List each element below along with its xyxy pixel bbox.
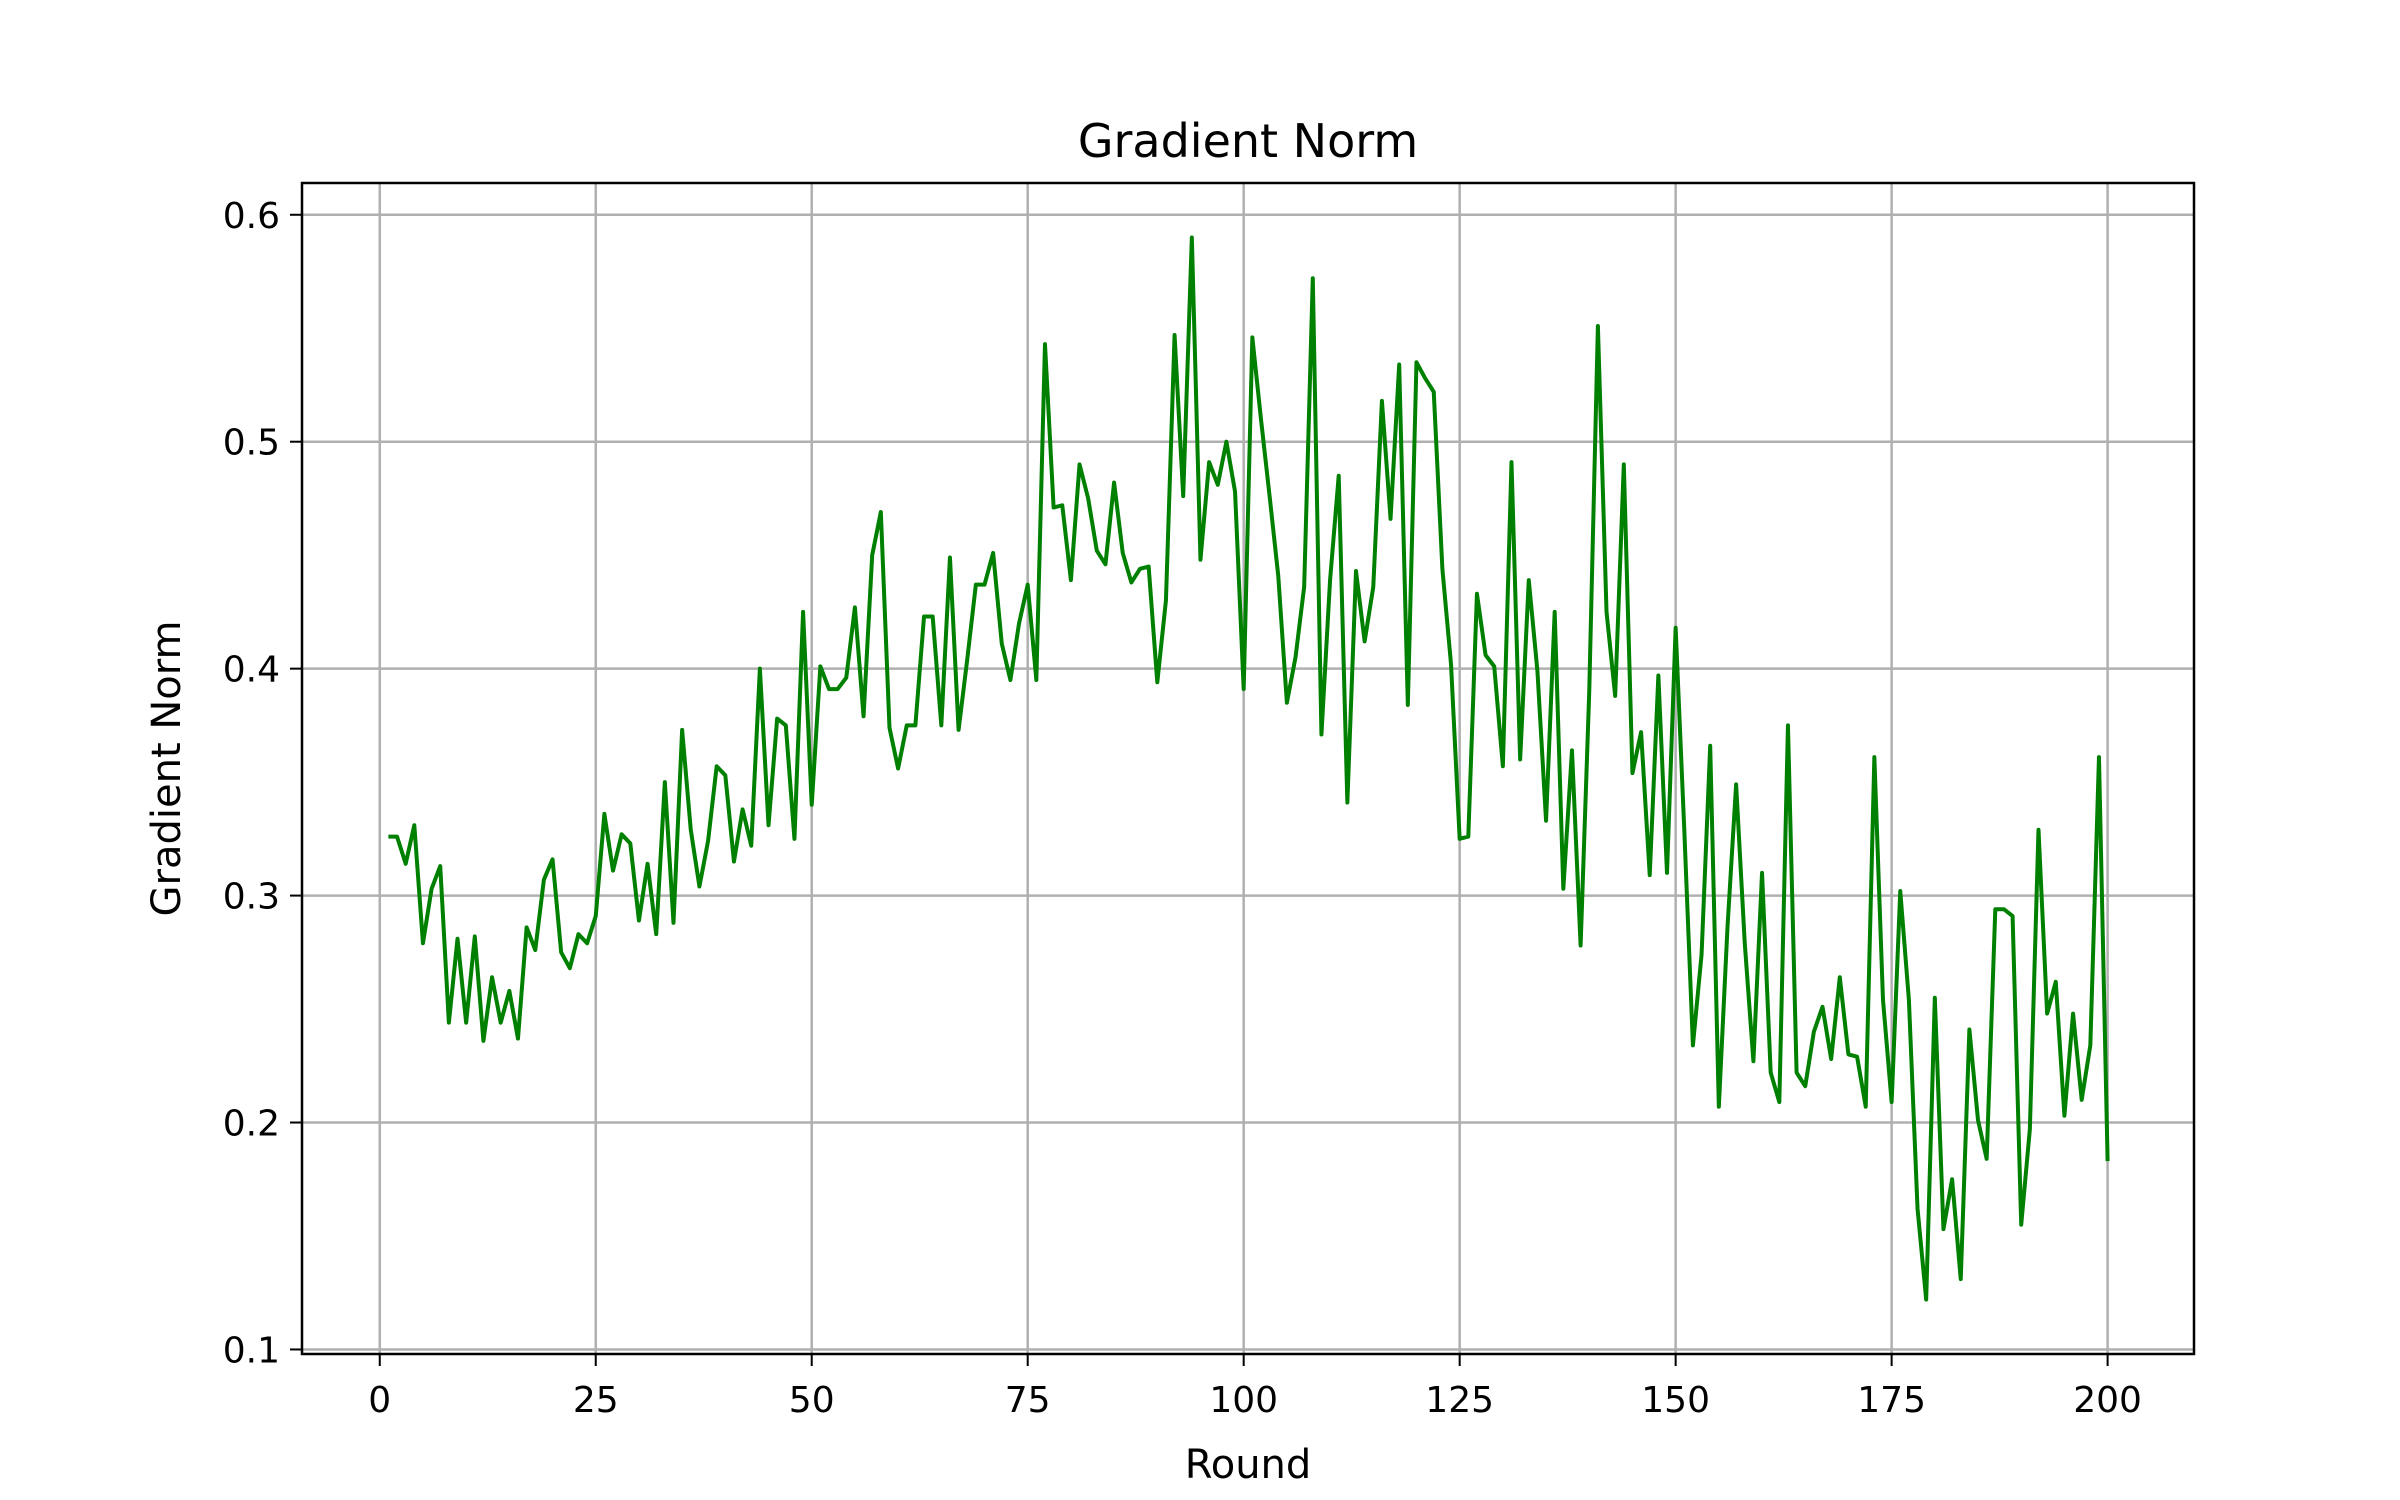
x-tick-label: 175 xyxy=(1857,1380,1926,1421)
x-tick-label: 50 xyxy=(789,1380,835,1421)
x-tick-label: 25 xyxy=(573,1380,619,1421)
y-axis-title: Gradient Norm xyxy=(144,621,190,917)
axis-ticks: 0 25 50 75 100 125 150 175 200 0.1 0.2 0.3 0.4 0.5 0.6 xyxy=(223,196,2142,1421)
y-tick-label: 0.5 xyxy=(223,423,280,464)
series-layer xyxy=(388,235,2110,1302)
x-tick-label: 0 xyxy=(368,1380,391,1421)
x-tick-label: 150 xyxy=(1641,1380,1710,1421)
y-tick-label: 0.3 xyxy=(223,877,280,918)
chart-title: Gradient Norm xyxy=(1078,114,1418,168)
y-tick-label: 0.6 xyxy=(223,196,280,237)
y-tick-label: 0.4 xyxy=(223,650,280,691)
plot-frame xyxy=(300,181,2196,1356)
x-axis-title: Round xyxy=(1185,1442,1312,1488)
x-tick-label: 100 xyxy=(1209,1380,1278,1421)
series-line xyxy=(388,235,2110,1302)
y-tick-label: 0.2 xyxy=(223,1104,280,1145)
x-tick-label: 200 xyxy=(2073,1380,2142,1421)
x-tick-label: 75 xyxy=(1005,1380,1051,1421)
y-tick-label: 0.1 xyxy=(223,1330,280,1371)
x-tick-label: 125 xyxy=(1425,1380,1494,1421)
